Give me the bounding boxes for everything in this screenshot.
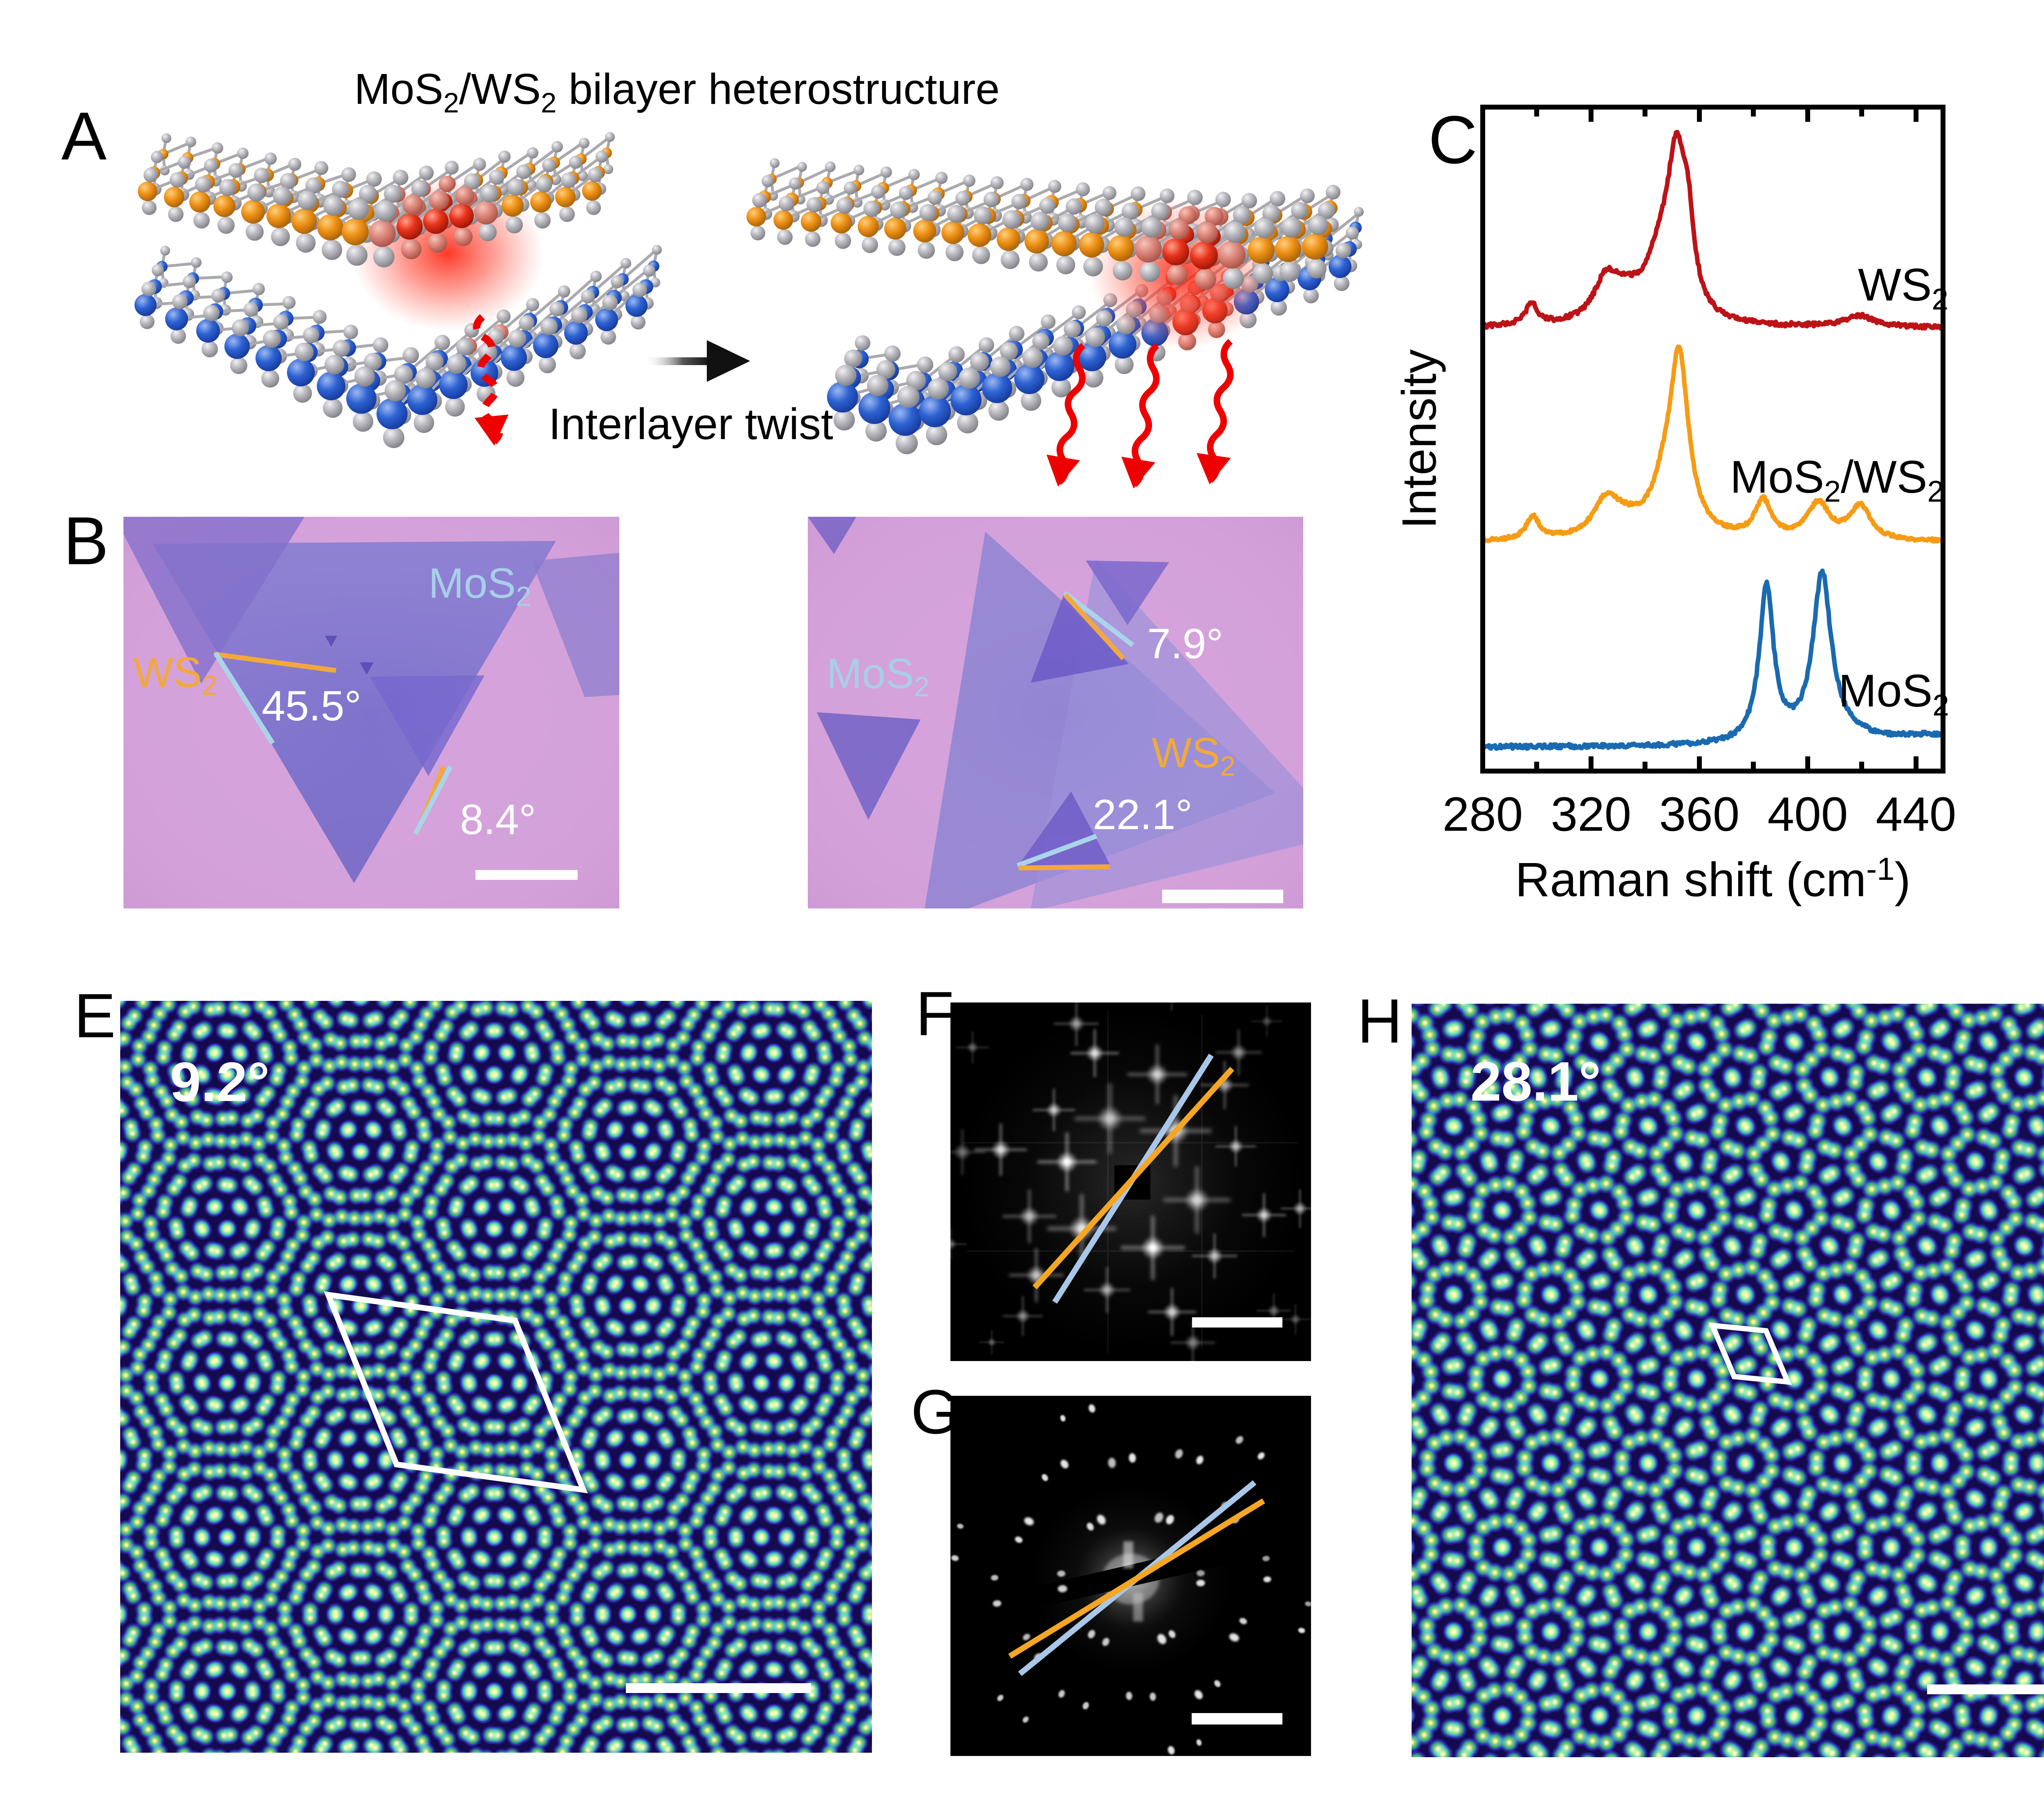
svg-text:WS2: WS2 [133,649,217,701]
svg-text:7.9°: 7.9° [1147,620,1223,668]
svg-text:G: G [911,1377,959,1447]
svg-text:C: C [1428,102,1477,178]
svg-text:MoS2: MoS2 [428,560,531,612]
svg-text:Intensity: Intensity [2041,349,2044,529]
svg-text:E: E [74,981,116,1051]
svg-text:9.2°: 9.2° [170,1051,269,1113]
svg-text:MoS2: MoS2 [827,650,930,702]
svg-text:45.5°: 45.5° [262,682,361,730]
svg-text:400: 400 [1768,787,1848,841]
svg-text:320: 320 [1551,787,1632,841]
svg-text:WS2: WS2 [1858,259,1948,316]
svg-text:Interlayer twist: Interlayer twist [549,399,833,449]
svg-text:28.1°: 28.1° [1470,1050,1601,1112]
svg-text:22.1°: 22.1° [1093,791,1192,839]
svg-text:Intensity: Intensity [1392,349,1446,529]
svg-text:MoS2: MoS2 [1838,665,1949,722]
svg-text:H: H [1357,986,1403,1056]
svg-text:A: A [61,99,107,174]
svg-text:MoS2/WS2: MoS2/WS2 [1730,451,1944,508]
svg-text:WS2: WS2 [1152,729,1235,782]
svg-text:8.4°: 8.4° [460,796,536,843]
svg-text:360: 360 [1659,787,1740,841]
svg-text:B: B [63,503,109,579]
svg-text:440: 440 [1876,787,1957,841]
svg-text:MoS2/WS2 bilayer heterostructu: MoS2/WS2 bilayer heterostructure [354,65,1000,119]
svg-text:280: 280 [1443,787,1523,841]
svg-text:Raman shift (cm-1): Raman shift (cm-1) [1515,851,1911,907]
svg-text:F: F [916,979,954,1049]
